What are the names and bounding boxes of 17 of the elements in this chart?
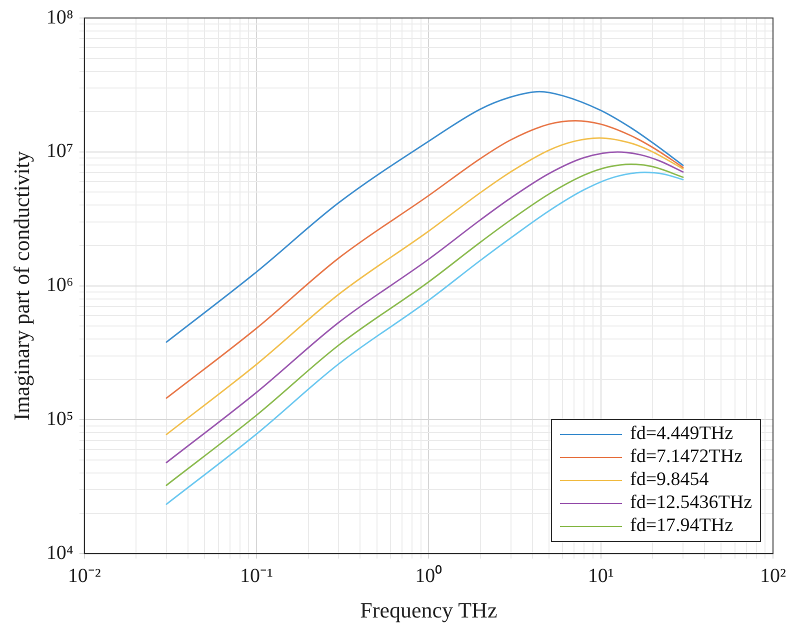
legend-label: fd=4.449THz (630, 423, 734, 446)
y-tick-label: 10⁴ (46, 542, 74, 564)
y-tick-label: 10⁵ (46, 408, 74, 430)
y-tick-label: 10⁸ (46, 6, 74, 28)
legend-label: fd=9.8454 (630, 469, 709, 492)
y-tick-label: 10⁶ (46, 274, 74, 296)
x-axis-title: Frequency THz (360, 598, 498, 623)
legend-label: fd=7.1472THz (630, 446, 743, 468)
y-tick-label: 10⁷ (46, 140, 74, 162)
legend-label: fd=17.94THz (630, 515, 734, 538)
x-tick-label: 10² (760, 564, 786, 587)
y-axis-title: Imaginary part of conductivity (8, 151, 34, 421)
x-tick-label: 10¹ (588, 564, 614, 587)
legend-label: fd=12.5436THz (630, 492, 752, 514)
x-tick-label: 10⁰ (415, 564, 442, 587)
x-tick-label: 10⁻² (68, 564, 101, 587)
x-tick-label: 10⁻¹ (240, 564, 274, 587)
